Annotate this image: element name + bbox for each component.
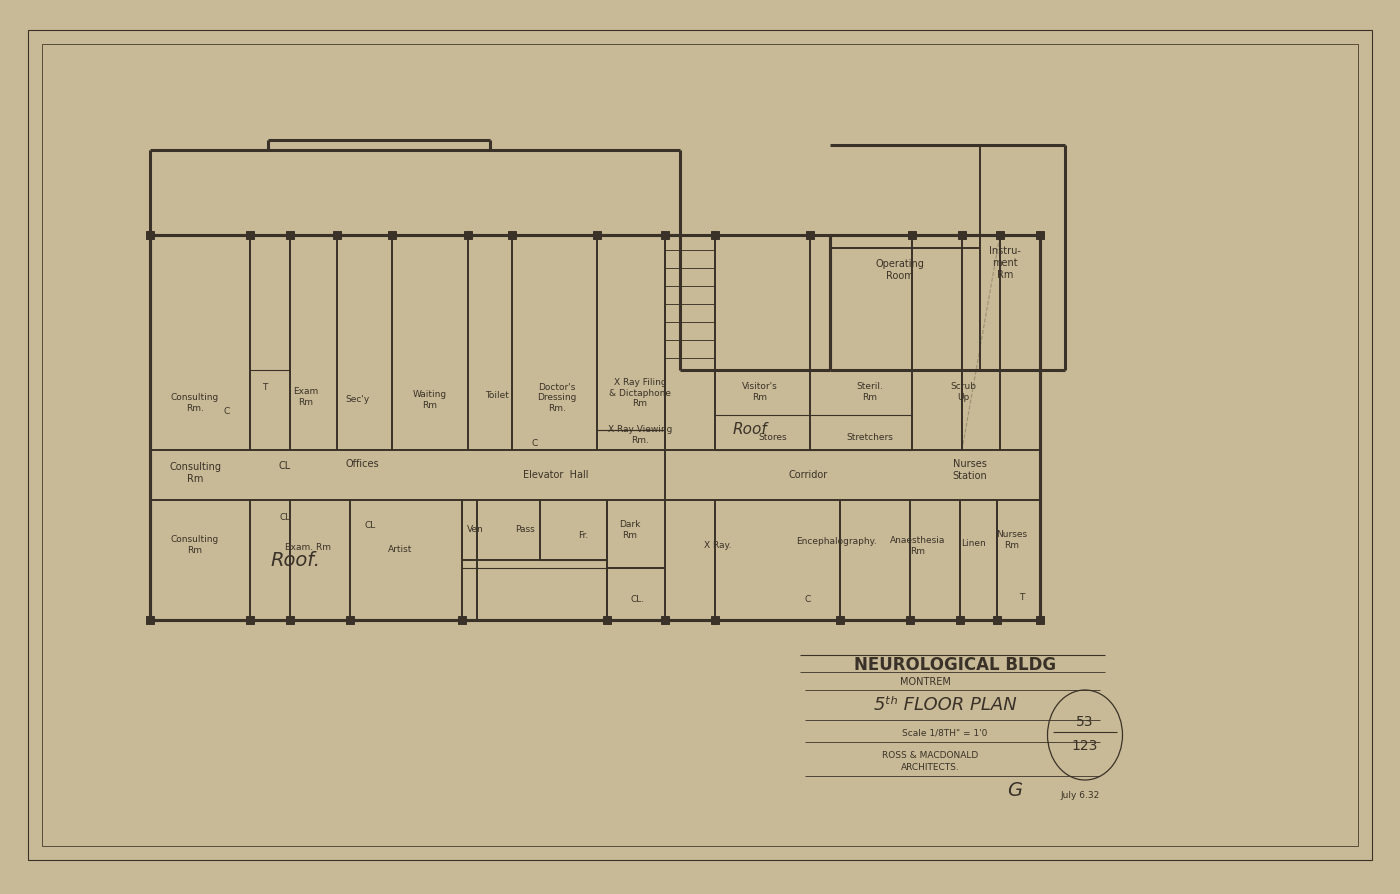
Text: G: G [1008, 780, 1022, 799]
Text: Waiting
Rm: Waiting Rm [413, 391, 447, 409]
Text: Pass: Pass [515, 526, 535, 535]
Bar [333, 231, 342, 239]
Text: Steril.
Rm: Steril. Rm [857, 383, 883, 401]
Bar [146, 616, 154, 624]
Text: Instru-
ment
Rm: Instru- ment Rm [988, 247, 1021, 280]
Bar [958, 231, 966, 239]
Text: Dark
Rm: Dark Rm [619, 520, 641, 540]
Text: Roof: Roof [732, 423, 767, 437]
Text: Fr.: Fr. [578, 530, 588, 539]
Text: X Ray.: X Ray. [704, 541, 732, 550]
Text: Doctor's
Dressing
Rm.: Doctor's Dressing Rm. [538, 384, 577, 413]
Bar [286, 616, 294, 624]
Text: X Ray Viewing
Rm.: X Ray Viewing Rm. [608, 426, 672, 444]
Text: CL: CL [279, 461, 291, 471]
Text: Consulting
Rm: Consulting Rm [169, 462, 221, 484]
Text: CL: CL [364, 520, 375, 529]
Bar [993, 616, 1001, 624]
Text: 53: 53 [1077, 715, 1093, 729]
Bar [836, 616, 844, 624]
Bar [806, 231, 813, 239]
Text: July 6.32: July 6.32 [1060, 790, 1099, 799]
Bar [956, 616, 965, 624]
Text: Nurses
Station: Nurses Station [952, 460, 987, 481]
Text: Offices: Offices [346, 459, 379, 469]
Text: Consulting
Rm.: Consulting Rm. [171, 393, 220, 413]
Bar [246, 616, 253, 624]
Text: Stretchers: Stretchers [847, 433, 893, 442]
Bar [346, 616, 354, 624]
Bar [1036, 231, 1044, 239]
Text: C: C [532, 440, 538, 449]
Text: Visitor's
Rm: Visitor's Rm [742, 383, 778, 401]
Text: C: C [805, 595, 811, 604]
Bar [906, 616, 914, 624]
Text: 123: 123 [1072, 739, 1098, 753]
Text: C: C [224, 408, 230, 417]
Text: Sec'y: Sec'y [346, 395, 370, 404]
Text: Exam. Rm: Exam. Rm [286, 544, 330, 552]
Bar [995, 231, 1004, 239]
Text: T: T [262, 384, 267, 392]
Bar [711, 616, 720, 624]
Text: T: T [1019, 594, 1025, 603]
Bar [603, 616, 610, 624]
Text: Anaesthesia
Rm: Anaesthesia Rm [890, 536, 945, 556]
Text: Toilet: Toilet [484, 391, 510, 400]
Text: X Ray Filing
& Dictaphone
Rm: X Ray Filing & Dictaphone Rm [609, 378, 671, 408]
Text: Artist: Artist [388, 545, 412, 554]
Bar [146, 231, 154, 239]
Text: ROSS & MACDONALD: ROSS & MACDONALD [882, 750, 979, 760]
Text: CL.: CL. [631, 595, 645, 604]
Text: CL: CL [280, 513, 291, 522]
Bar [463, 231, 472, 239]
Text: Encephalography.: Encephalography. [795, 537, 876, 546]
Bar [661, 231, 669, 239]
Text: Elevator  Hall: Elevator Hall [524, 470, 589, 480]
Bar [909, 231, 916, 239]
Text: Scale 1/8TH" = 1'0: Scale 1/8TH" = 1'0 [903, 729, 987, 738]
Text: MONTREM: MONTREM [900, 677, 951, 687]
Text: ARCHITECTS.: ARCHITECTS. [900, 763, 959, 772]
Bar [388, 231, 396, 239]
Text: Operating
Room: Operating Room [875, 259, 924, 281]
Bar [42, 44, 1358, 846]
Bar [458, 616, 466, 624]
Text: Scrub
Up: Scrub Up [951, 383, 976, 401]
Bar [286, 231, 294, 239]
Text: Roof.: Roof. [270, 551, 321, 569]
Text: Linen: Linen [960, 538, 986, 547]
Bar [508, 231, 517, 239]
Bar [661, 616, 669, 624]
Bar [594, 231, 601, 239]
Text: Ven: Ven [466, 526, 483, 535]
Text: Consulting
Rm: Consulting Rm [171, 536, 220, 554]
Bar [246, 231, 253, 239]
Bar [1036, 616, 1044, 624]
Text: Exam
Rm: Exam Rm [294, 387, 319, 407]
Text: Stores: Stores [759, 433, 787, 442]
Text: Nurses
Rm: Nurses Rm [997, 530, 1028, 550]
Text: 5ᵗʰ FLOOR PLAN: 5ᵗʰ FLOOR PLAN [874, 696, 1016, 714]
Text: Corridor: Corridor [788, 470, 827, 480]
Text: NEUROLOGICAL BLDG: NEUROLOGICAL BLDG [854, 656, 1056, 674]
Bar [711, 231, 720, 239]
